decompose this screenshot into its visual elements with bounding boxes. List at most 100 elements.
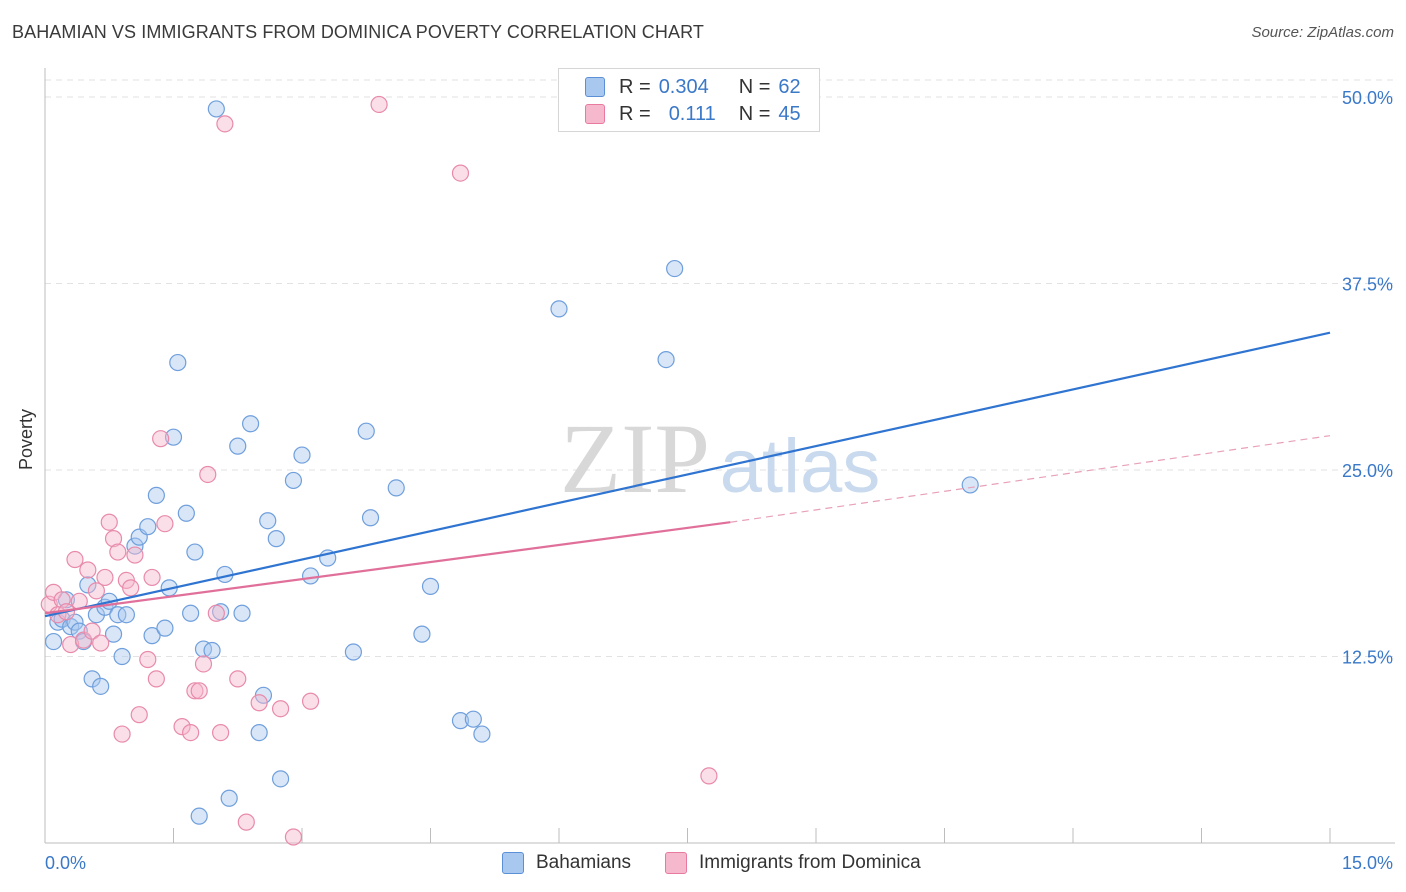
dominica-point [216, 115, 234, 133]
dominica-point [109, 543, 127, 561]
dominica-trend-extension [730, 435, 1331, 523]
pink-swatch-icon [585, 104, 605, 124]
bahamian-point [242, 415, 260, 433]
bahamian-point [139, 518, 157, 536]
dominica-point [370, 95, 388, 114]
dominica-point [92, 634, 110, 652]
blue-swatch-icon [585, 77, 605, 97]
tick-labels: 12.5% 25.0% 37.5% 50.0% 0.0% 15.0% [45, 88, 1393, 873]
y-axis-label: Poverty [16, 408, 36, 470]
dominica-point [229, 670, 247, 688]
bahamian-point [387, 479, 405, 497]
legend-n-value: 62 [778, 75, 801, 98]
bahamian-point [169, 353, 187, 372]
bahamian-point [267, 530, 285, 548]
dominica-point [122, 579, 140, 597]
bahamian-point [147, 486, 165, 504]
chart-title: BAHAMIAN VS IMMIGRANTS FROM DOMINICA POV… [12, 22, 704, 42]
bahamian-point [259, 512, 277, 530]
bahamian-point [44, 632, 63, 651]
bahamian-point [250, 723, 268, 742]
bahamian-point [473, 725, 491, 743]
bahamian-point [229, 437, 247, 455]
legend-row-dominica: R = 0.111 N = 45 [585, 101, 801, 127]
dominica-point [66, 550, 84, 569]
bahamian-point [126, 537, 144, 555]
dominica-point [156, 515, 174, 533]
dominica-point [212, 723, 230, 742]
dominica-point [113, 725, 131, 743]
dominica-point [104, 530, 123, 548]
bahamian-point [293, 446, 311, 464]
dominica-point [147, 670, 165, 688]
bahamian-point [666, 259, 684, 278]
legend-n-label: N = [738, 75, 771, 98]
dominica-point [100, 513, 118, 531]
dominica-point [87, 582, 106, 600]
dominica-point [152, 430, 170, 448]
bahamian-point [92, 677, 110, 695]
dominica-point [139, 650, 157, 669]
bahamian-point [413, 625, 431, 643]
pink-swatch-icon [665, 852, 687, 874]
bahamian-point [284, 471, 303, 490]
legend-n-value: 45 [778, 102, 801, 125]
dominica-point [190, 682, 208, 700]
legend-r-value: 0.304 [658, 75, 709, 98]
dominica-trend-line [44, 521, 731, 615]
bahamian-point [70, 622, 88, 640]
bahamian-point [220, 789, 238, 807]
dominica-point [173, 718, 191, 736]
bahamian-point [194, 640, 213, 658]
bahamian-point [113, 647, 131, 666]
bahamian-point [177, 504, 195, 522]
dominica-point [271, 700, 290, 718]
stats-legend: R = 0.304 N = 62 R = 0.111 N = 45 [558, 68, 820, 132]
bahamian-point [233, 604, 251, 622]
dominica-point [126, 546, 144, 564]
dominica-point [284, 828, 303, 846]
dominica-point [96, 568, 114, 587]
legend-r-label: R = [619, 75, 651, 98]
dominica-point [250, 694, 268, 712]
bahamian-point [550, 300, 568, 318]
bahamian-point [357, 422, 375, 440]
bahamian-point [117, 606, 135, 624]
bahamian-point [451, 712, 470, 730]
bahamian-point [190, 807, 208, 825]
legend-r-value: 0.111 [668, 102, 716, 125]
watermark: ZIP atlas [560, 403, 880, 514]
dominica-point [62, 635, 80, 654]
bottom-legend-label: Bahamians [536, 852, 632, 873]
watermark-zip: ZIP [560, 403, 710, 514]
bahamian-point [271, 770, 290, 788]
dominica-point [83, 622, 101, 640]
dominica-point [186, 682, 204, 700]
bahamian-point [203, 641, 221, 660]
dominica-point [143, 568, 161, 587]
bahamian-point [186, 543, 204, 561]
dominica-point [199, 465, 217, 484]
y-tick-label: 25.0% [1342, 461, 1393, 481]
bahamian-point [421, 577, 440, 595]
bahamian-point [961, 476, 979, 494]
bahamian-point [464, 710, 482, 728]
legend-r-label: R = [619, 102, 651, 125]
bahamian-trend-line [44, 331, 1331, 618]
dominica-point [130, 706, 148, 724]
bahamian-point [344, 643, 362, 661]
bahamian-point [361, 509, 380, 527]
dominica-point [74, 631, 93, 649]
bahamian-point [57, 591, 76, 609]
bahamian-point [79, 576, 97, 594]
dominica-point [451, 164, 470, 182]
x-tick-label: 15.0% [1342, 853, 1393, 873]
bahamian-point [164, 428, 183, 446]
dominica-point [301, 692, 320, 710]
dominica-point [237, 813, 255, 831]
bahamian-point [182, 604, 200, 622]
dominica-point [194, 655, 213, 673]
dominica-point [182, 723, 200, 742]
y-tick-label: 12.5% [1342, 648, 1393, 668]
